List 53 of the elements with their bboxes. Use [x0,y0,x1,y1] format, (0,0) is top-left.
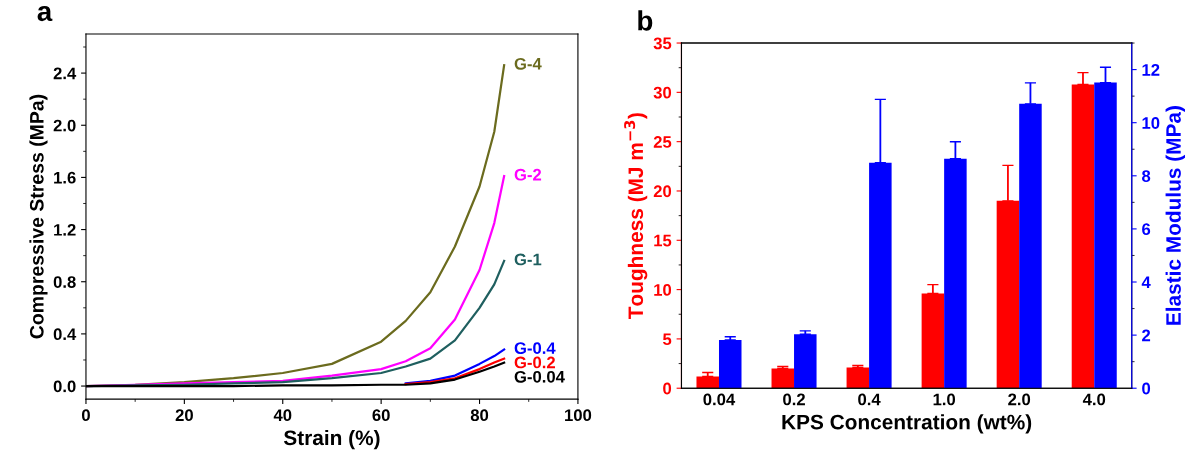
bar [696,376,719,389]
text: b [638,10,653,31]
y-tick-label: 0.0 [53,380,76,393]
y2-tick-label: 8 [1142,170,1151,182]
series-label: G-1 [514,253,542,266]
series-label: G-0.2 [514,356,555,369]
line-series [404,348,506,385]
y-tick-label: 2.0 [53,119,76,132]
x-axis-title: Strain (%) [283,429,380,450]
bar [718,339,742,389]
y2-axis-title: Elastic Modulus (MPa) [1165,106,1185,325]
y2-tick-label: 0 [1142,382,1151,395]
y-tick-label: 0.4 [53,328,77,341]
text: a [37,5,53,22]
bar [846,367,870,389]
y-tick-label: 1.2 [54,223,76,236]
y2-tick-label: 2 [1142,329,1151,342]
x-tick-label: 20 [175,409,193,422]
x-tick-label: 100 [565,409,592,422]
bar [794,334,817,389]
x-tick-label: 4.0 [1082,393,1106,406]
series-label: G-4 [514,57,542,70]
x-tick-label: 0.2 [783,393,805,406]
y2-tick-label: 10 [1142,117,1160,129]
x-axis-title: KPS Concentration (wt%) [782,414,1032,434]
y-tick-label: 25 [653,136,672,148]
y-axis-title: Toughness (MJ m$^{−3}$) [624,113,648,320]
y2-tick-label: 4 [1141,276,1151,289]
y-tick-label: 15 [654,234,672,247]
y-tick-label: 20 [653,185,672,198]
x-tick-label: 60 [372,409,390,422]
y-tick-label: 5 [662,333,672,346]
y2-tick-label: 12 [1142,63,1160,76]
x-tick-label: 1.0 [933,393,956,406]
x-tick-label: 40 [273,409,292,422]
y-tick-label: 0.8 [53,276,76,288]
y-tick-label: 2.4 [53,67,77,80]
y2-tick-label: 6 [1142,223,1151,236]
y-tick-label: 1.6 [54,171,76,184]
series-label: G-0.4 [514,342,556,355]
y-tick-label: 0 [663,382,672,395]
series-label: G-0.04 [514,370,565,383]
x-tick-label: 0 [81,409,90,422]
line-series [404,357,506,386]
x-tick-label: 0.4 [858,393,881,406]
y-tick-label: 30 [653,86,672,99]
y-axis-title: Compressive Stress (MPa) [29,94,48,339]
series-label: G-2 [514,168,542,181]
x-tick-label: 0.04 [703,393,736,406]
y-tick-label: 10 [654,284,672,296]
x-tick-label: 80 [470,409,489,422]
y-tick-label: 35 [653,37,672,50]
x-tick-label: 2.0 [1008,393,1031,406]
